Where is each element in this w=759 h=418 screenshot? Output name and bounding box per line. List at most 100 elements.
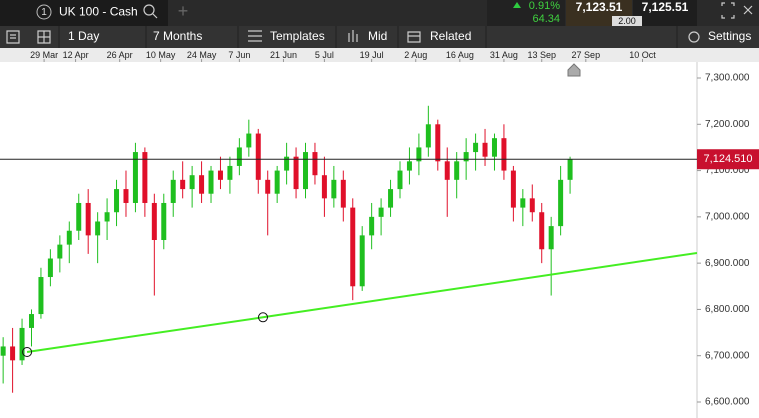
up-arrow <box>513 2 521 8</box>
candle-body <box>463 152 469 162</box>
x-tick-label: 29 Mar <box>30 50 58 60</box>
candle-body <box>359 235 365 287</box>
x-tick-label: 13 Sep <box>527 50 556 60</box>
candle-body <box>246 133 252 148</box>
candle-body <box>350 207 356 287</box>
candle-body <box>199 175 205 194</box>
candle-body <box>406 161 412 171</box>
candle-body <box>293 156 299 190</box>
candle-body <box>388 189 394 208</box>
y-tick-label: 7,100.000 <box>705 165 750 176</box>
instrument-name[interactable]: UK 100 - Cash <box>59 5 138 19</box>
candle-body <box>265 179 271 194</box>
candle-body <box>123 189 129 203</box>
candle-body <box>312 152 318 176</box>
buy-box[interactable] <box>633 0 697 26</box>
candle-body <box>189 175 195 190</box>
candle-body <box>567 159 573 180</box>
candle-body <box>444 161 450 180</box>
date-axis <box>0 48 759 62</box>
y-tick-label: 6,700.000 <box>705 350 750 361</box>
candle-body <box>161 202 167 240</box>
related-button[interactable]: Related <box>430 29 471 43</box>
candle-body <box>491 138 497 157</box>
candle-body <box>397 170 403 190</box>
candle-body <box>321 175 327 199</box>
candle-body <box>482 142 488 157</box>
candle-body <box>255 133 261 180</box>
candle-body <box>369 216 375 236</box>
settings-button[interactable]: Settings <box>708 29 751 43</box>
x-tick-label: 7 Jun <box>228 50 250 60</box>
trendline-anchor <box>257 312 268 323</box>
candle-body <box>520 198 526 208</box>
trendline-anchor <box>22 347 33 358</box>
candle-body <box>132 152 138 203</box>
price-type-select[interactable]: Mid <box>368 29 387 43</box>
candle-body <box>114 189 120 213</box>
candle-body <box>38 277 44 315</box>
candle-body <box>425 124 431 148</box>
close-icon[interactable] <box>743 5 753 15</box>
related-icon <box>407 31 421 43</box>
scroll-handle[interactable] <box>567 63 581 77</box>
search-icon-handle <box>152 13 158 19</box>
candle-body <box>416 147 422 162</box>
candle-body <box>454 161 460 180</box>
trendline <box>26 251 697 353</box>
x-tick-label: 12 Apr <box>63 50 89 60</box>
tab-number: 1 <box>41 7 47 18</box>
candle-body <box>66 230 72 245</box>
candle-body <box>236 147 242 166</box>
candle-body <box>340 179 346 208</box>
candle-body <box>558 179 564 227</box>
buy-price[interactable]: 7,125.51 <box>642 0 689 14</box>
x-tick-label: 10 May <box>146 50 176 60</box>
current-price-label: 7,124.510 <box>704 153 753 165</box>
templates-button[interactable]: Templates <box>270 29 325 43</box>
layout-icon[interactable] <box>37 30 51 44</box>
x-tick-label: 2 Aug <box>404 50 427 60</box>
x-tick-label: 10 Oct <box>629 50 656 60</box>
candle-body <box>539 212 545 250</box>
y-tick-label: 7,300.000 <box>705 73 750 84</box>
toolbar <box>0 26 759 48</box>
candle-body <box>331 179 337 199</box>
x-tick-label: 5 Jul <box>315 50 334 60</box>
candle-body <box>28 314 34 328</box>
spread: 2.00 <box>618 16 636 26</box>
candle-icon <box>348 30 358 42</box>
change-box <box>487 0 565 26</box>
candle-body <box>208 170 214 194</box>
expand-icon[interactable] <box>721 2 735 19</box>
candle-body <box>0 346 6 356</box>
candle-body <box>57 244 63 259</box>
candle-body <box>76 202 82 231</box>
change-percent: 0.91% <box>529 0 560 12</box>
spread-box <box>612 16 642 26</box>
x-tick-label: 21 Jun <box>270 50 297 60</box>
instrument-tab[interactable] <box>0 0 168 26</box>
add-tab[interactable]: + <box>178 1 189 21</box>
y-tick-label: 7,000.000 <box>705 211 750 222</box>
y-tick-label: 6,900.000 <box>705 258 750 269</box>
tab-badge <box>36 4 52 20</box>
search-icon[interactable] <box>143 4 155 16</box>
change-points: 64.34 <box>532 13 560 25</box>
candle-body <box>142 152 148 203</box>
x-tick-label: 27 Sep <box>572 50 601 60</box>
range-select[interactable]: 7 Months <box>153 29 202 43</box>
candle-body <box>473 142 479 153</box>
candle-body <box>378 207 384 217</box>
x-tick-label: 26 Apr <box>107 50 133 60</box>
interval-select[interactable]: 1 Day <box>68 29 99 43</box>
y-tick-label: 6,600.000 <box>705 397 750 408</box>
sell-price[interactable]: 7,123.51 <box>576 0 623 14</box>
candle-body <box>180 179 186 190</box>
candle-body <box>95 221 101 236</box>
templates-icon <box>248 30 262 42</box>
y-tick-label: 6,800.000 <box>705 304 750 315</box>
candle-body <box>10 346 16 361</box>
menu-icon[interactable] <box>6 30 20 44</box>
y-tick-label: 7,200.000 <box>705 119 750 130</box>
